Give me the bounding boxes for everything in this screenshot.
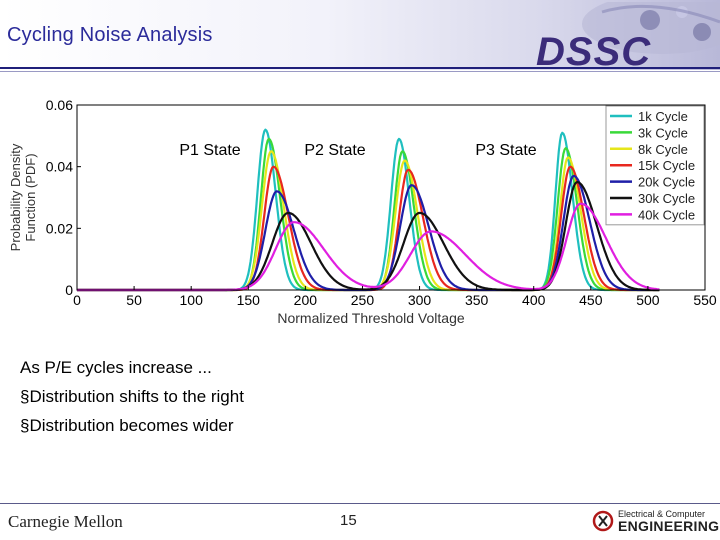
series-line (77, 128, 660, 292)
x-axis-label: Normalized Threshold Voltage (277, 310, 465, 326)
bullet-wider: §Distribution becomes wider (20, 416, 234, 435)
x-tick-label: 300 (408, 292, 432, 308)
x-tick-label: 200 (294, 292, 318, 308)
header-rule-thin (0, 71, 720, 72)
footer-rule (0, 503, 720, 504)
x-tick-label: 450 (579, 292, 603, 308)
page-number: 15 (340, 512, 357, 529)
y-tick-label: 0.06 (46, 97, 73, 113)
plot-frame (76, 104, 706, 291)
x-tick-label: 250 (351, 292, 375, 308)
x-tick-label: 0 (73, 292, 81, 308)
legend-label: 20k Cycle (638, 175, 695, 190)
x-tick-label: 400 (522, 292, 546, 308)
pdf-chart: 0 50 100 150 200 250 300 350 400 450 500 550 0 0.02 0.… (8, 97, 717, 326)
ece-emblem-icon (592, 510, 614, 532)
state-annotation: P1 State (179, 142, 240, 159)
legend-label: 30k Cycle (638, 191, 695, 206)
carnegie-mellon-logo: Carnegie Mellon (8, 512, 123, 531)
x-tick-label: 150 (237, 292, 261, 308)
legend-label: 40k Cycle (638, 207, 695, 222)
x-tick-label: 550 (693, 292, 717, 308)
bullet-shift: §Distribution shifts to the right (20, 387, 244, 406)
x-tick-label: 350 (465, 292, 489, 308)
x-tick-label: 500 (636, 292, 660, 308)
y-tick-label: 0 (65, 282, 73, 298)
y-tick-label: 0.02 (46, 220, 73, 236)
legend-label: 15k Cycle (638, 158, 695, 173)
legend-label: 3k Cycle (638, 125, 688, 140)
legend-label: 1k Cycle (638, 109, 688, 124)
logo-text: DSSC (536, 30, 652, 74)
legend-label: 8k Cycle (638, 142, 688, 157)
slide-title: Cycling Noise Analysis (7, 24, 213, 46)
header-rule (0, 67, 720, 69)
x-tick-label: 100 (180, 292, 204, 308)
bullet-list: As P/E cycles increase ... §Distribution… (20, 353, 244, 440)
bullet-intro: As P/E cycles increase ... (20, 358, 212, 377)
state-annotation: P3 State (475, 142, 536, 159)
ece-logo: Electrical & Computer ENGINEERING (592, 509, 720, 535)
series-line (77, 202, 660, 292)
ece-line2: ENGINEERING (618, 518, 720, 534)
y-tick-label: 0.04 (46, 159, 73, 175)
dssc-logo (582, 2, 720, 54)
state-annotation: P2 State (304, 142, 365, 159)
ece-line1: Electrical & Computer (618, 509, 706, 519)
x-tick-label: 50 (126, 292, 142, 308)
y-axis-label: Probability DensityFunction (PDF) (8, 143, 38, 251)
